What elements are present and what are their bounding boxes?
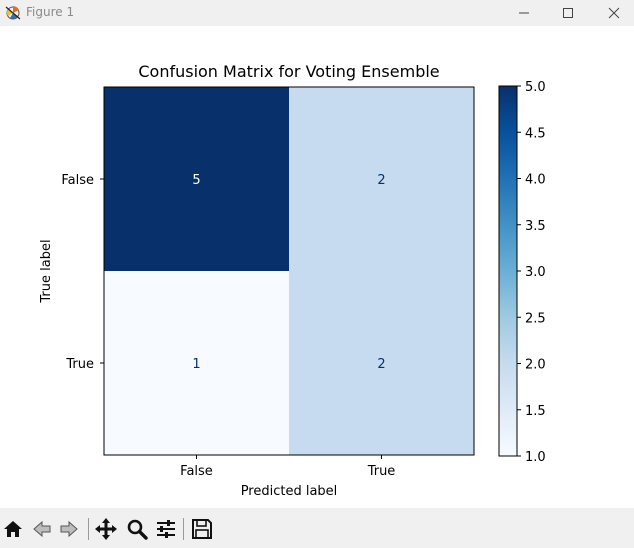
colorbar-tick-label: 2.5 xyxy=(525,311,546,326)
cell-value-label: 1 xyxy=(192,357,200,372)
matrix-cell xyxy=(104,87,290,272)
zoom-button[interactable] xyxy=(124,516,150,542)
forward-icon xyxy=(60,520,78,538)
back-icon xyxy=(33,520,51,538)
plot-frame xyxy=(103,86,475,456)
y-tick-label: False xyxy=(61,173,94,188)
y-axis-label: True label xyxy=(39,239,54,303)
back-button[interactable] xyxy=(29,516,55,542)
close-button[interactable] xyxy=(591,0,634,26)
colorbar-tick-label: 2.0 xyxy=(525,358,546,373)
zoom-icon xyxy=(127,519,148,540)
matrix-cell xyxy=(289,87,475,272)
minimize-icon xyxy=(519,12,529,14)
navigation-toolbar xyxy=(0,508,634,548)
colorbar xyxy=(498,85,518,457)
minimize-button[interactable] xyxy=(501,0,547,26)
matplotlib-icon xyxy=(4,4,22,22)
colorbar-tick-label: 1.5 xyxy=(525,404,546,419)
confusion-matrix-chart: 5 2 1 2 False True False True Confusion Matrix … xyxy=(39,62,546,499)
home-icon xyxy=(4,521,22,537)
close-icon xyxy=(608,7,620,19)
save-button[interactable] xyxy=(189,516,215,542)
colorbar-tick-label: 5.0 xyxy=(525,80,546,95)
colorbar-tick-label: 4.0 xyxy=(525,173,546,188)
matrix-cell xyxy=(104,271,290,456)
pan-button[interactable] xyxy=(93,516,119,542)
window-title: Figure 1 xyxy=(26,5,75,19)
cell-value-label: 5 xyxy=(192,173,200,188)
colorbar-tick-label: 4.5 xyxy=(525,126,546,141)
y-tick-label: True xyxy=(65,357,94,372)
cell-value-label: 2 xyxy=(377,173,385,188)
cell-value-label: 2 xyxy=(377,357,385,372)
toolbar-separator xyxy=(183,518,184,540)
home-button[interactable] xyxy=(0,516,26,542)
configure-subplots-icon xyxy=(157,520,175,538)
colorbar-tick-label: 3.5 xyxy=(525,219,546,234)
x-tick-label: False xyxy=(180,464,213,479)
pan-icon xyxy=(95,518,117,540)
toolbar-separator xyxy=(88,518,89,540)
forward-button[interactable] xyxy=(56,516,82,542)
colorbar-tick-label: 3.0 xyxy=(525,265,546,280)
maximize-icon xyxy=(563,8,573,18)
x-axis-label: Predicted label xyxy=(241,484,338,499)
figure-canvas[interactable]: 5 2 1 2 False True False True Confusion Matrix … xyxy=(0,26,634,508)
save-icon xyxy=(192,519,212,539)
x-tick-label: True xyxy=(367,464,396,479)
title-bar: Figure 1 xyxy=(0,0,634,26)
matrix-cell xyxy=(289,271,475,456)
chart-title: Confusion Matrix for Voting Ensemble xyxy=(138,62,439,81)
maximize-button[interactable] xyxy=(545,0,591,26)
colorbar-tick-label: 1.0 xyxy=(525,450,546,465)
configure-subplots-button[interactable] xyxy=(153,516,179,542)
